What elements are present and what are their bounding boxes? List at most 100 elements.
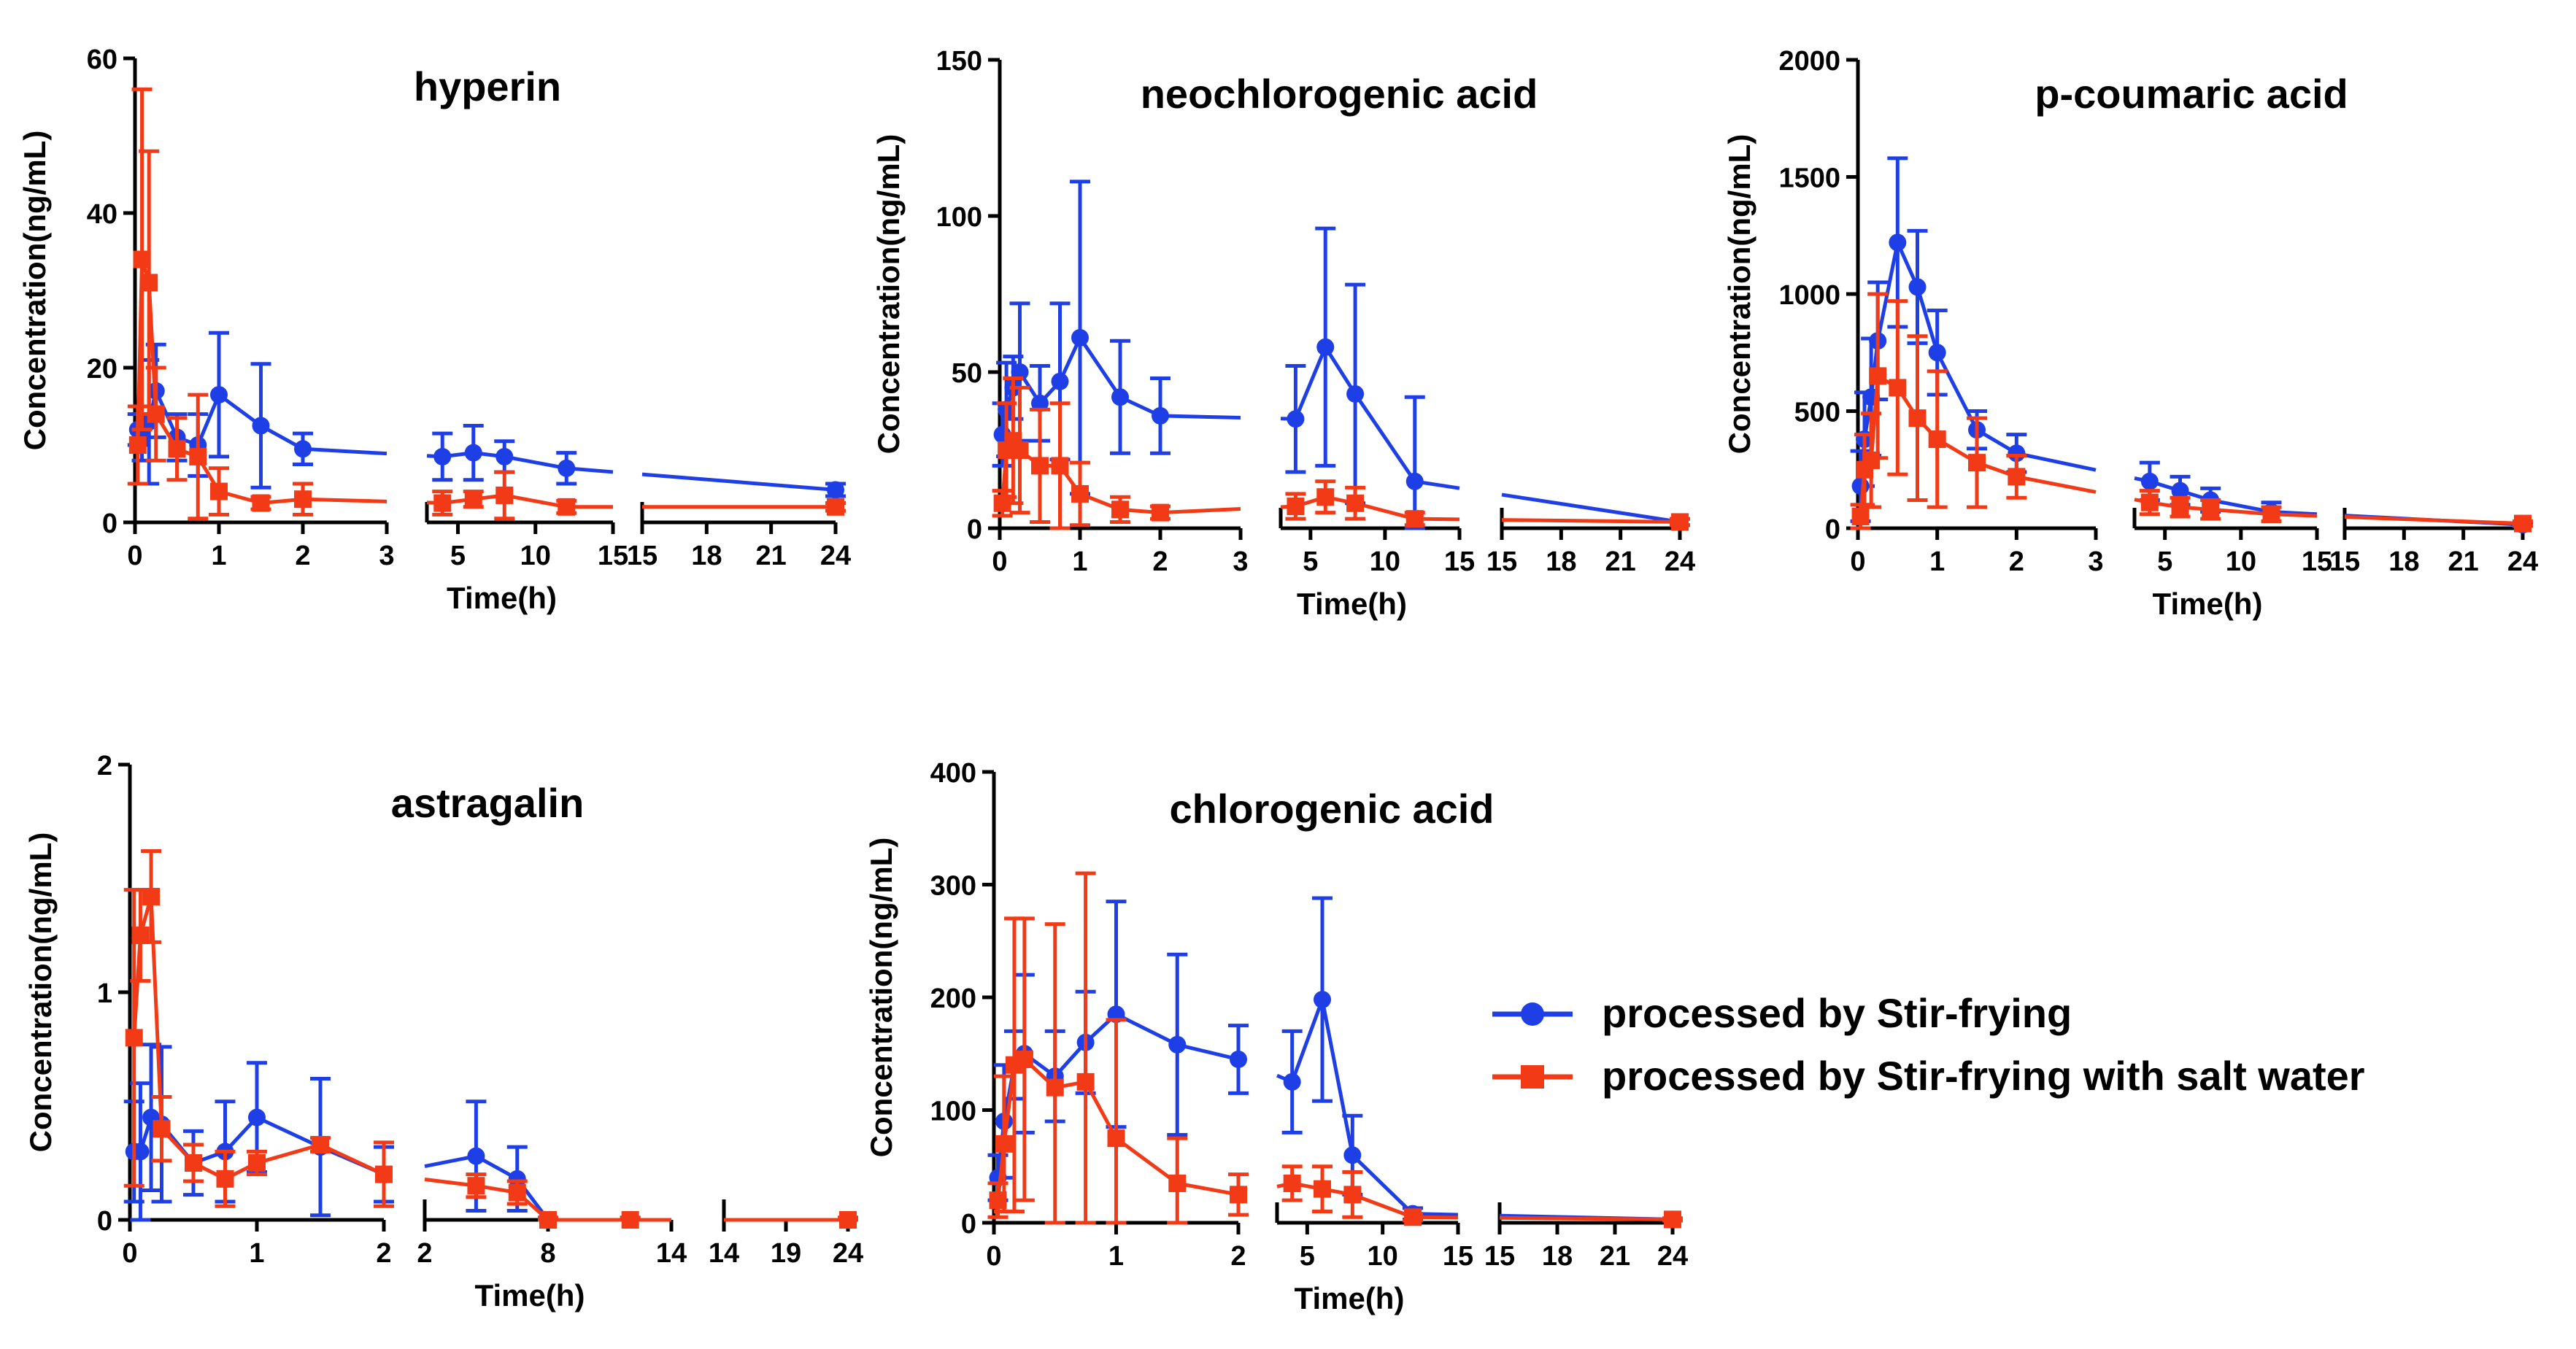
data-point xyxy=(1343,1186,1361,1203)
data-point xyxy=(558,460,575,477)
x-tick-label: 21 xyxy=(756,541,787,571)
data-point xyxy=(495,487,513,504)
series-line xyxy=(1322,1000,1352,1155)
data-point xyxy=(294,440,312,457)
x-tick-label: 10 xyxy=(1370,546,1400,577)
series-line xyxy=(642,474,836,490)
data-point xyxy=(1406,510,1424,527)
data-point xyxy=(465,444,482,462)
data-point xyxy=(248,1109,266,1126)
chart-title: chlorogenic acid xyxy=(1170,786,1495,832)
y-tick-label: 100 xyxy=(930,1097,976,1127)
data-point xyxy=(1287,410,1304,428)
series-line xyxy=(1502,495,1680,522)
chart-panel-2: p-coumaric acid0500100015002000Concentra… xyxy=(1722,46,2538,621)
chart-title: neochlorogenic acid xyxy=(1141,71,1538,117)
data-point xyxy=(465,490,482,508)
x-tick-label: 1 xyxy=(1072,546,1087,577)
series-line xyxy=(2345,517,2523,523)
data-point xyxy=(1346,495,1364,512)
data-point xyxy=(2263,506,2280,523)
x-tick-label: 0 xyxy=(122,1238,137,1269)
x-tick-label: 10 xyxy=(2226,546,2256,577)
data-point xyxy=(169,440,186,457)
data-point xyxy=(1111,388,1129,406)
x-tick-label: 15 xyxy=(627,541,658,571)
legend-marker-square xyxy=(1521,1065,1544,1089)
y-tick-label: 20 xyxy=(87,354,117,384)
y-axis-label: Concentration(ng/mL) xyxy=(18,131,52,451)
series-salt-water xyxy=(988,873,1683,1228)
data-point xyxy=(1869,367,1886,384)
x-tick-label: 24 xyxy=(820,541,851,571)
x-tick-label: 1 xyxy=(249,1238,264,1269)
legend-label-salt-water: processed by Stir-frying with salt water xyxy=(1602,1053,2365,1099)
data-point xyxy=(2514,515,2531,533)
data-point xyxy=(827,481,844,498)
x-tick-label: 8 xyxy=(540,1238,555,1269)
data-point xyxy=(126,1029,143,1046)
data-point xyxy=(995,1135,1013,1153)
y-tick-label: 40 xyxy=(87,199,117,230)
x-tick-label: 21 xyxy=(2448,546,2479,577)
series-line xyxy=(1502,520,1680,522)
y-tick-label: 1000 xyxy=(1778,280,1840,311)
y-tick-label: 0 xyxy=(102,509,117,539)
data-point xyxy=(1111,500,1129,518)
data-point xyxy=(1152,504,1169,522)
x-tick-label: 1 xyxy=(1929,546,1945,577)
data-point xyxy=(129,436,147,454)
data-point xyxy=(1031,457,1049,474)
data-point xyxy=(312,1136,329,1153)
x-axis-label: Time(h) xyxy=(1297,587,1407,621)
x-tick-label: 10 xyxy=(1368,1241,1398,1272)
series-line xyxy=(1177,1183,1238,1194)
x-tick-label: 2 xyxy=(1230,1241,1246,1272)
y-tick-label: 0 xyxy=(97,1206,112,1237)
chart-panel-4: chlorogenic acid0100200300400Concentrati… xyxy=(864,758,1688,1315)
x-axis-label: Time(h) xyxy=(2153,587,2263,621)
data-point xyxy=(1284,1175,1301,1192)
x-tick-label: 18 xyxy=(2388,546,2419,577)
series-line xyxy=(504,457,566,468)
data-point xyxy=(1108,1129,1125,1147)
data-point xyxy=(1052,373,1069,390)
data-point xyxy=(1016,1051,1033,1068)
x-tick-label: 2 xyxy=(1152,546,1168,577)
x-tick-label: 2 xyxy=(2009,546,2024,577)
legend-entry-stir-frying: processed by Stir-frying xyxy=(1492,990,2072,1036)
y-tick-label: 50 xyxy=(952,358,982,389)
data-point xyxy=(433,448,451,465)
data-point xyxy=(1406,473,1424,490)
data-point xyxy=(1929,430,1946,448)
x-tick-label: 21 xyxy=(1605,546,1636,577)
x-tick-label: 15 xyxy=(2302,546,2332,577)
y-axis-label: Concentration(ng/mL) xyxy=(864,838,898,1158)
x-tick-label: 5 xyxy=(1300,1241,1315,1272)
x-tick-label: 2 xyxy=(295,541,310,571)
data-point xyxy=(1909,409,1927,427)
data-point xyxy=(217,1170,234,1188)
x-tick-label: 15 xyxy=(1486,546,1517,577)
series-line xyxy=(1177,1045,1238,1059)
y-tick-label: 200 xyxy=(930,983,976,1014)
y-tick-label: 2 xyxy=(97,751,112,781)
x-tick-label: 10 xyxy=(520,541,551,571)
data-point xyxy=(153,1120,171,1137)
series-line xyxy=(320,1145,384,1175)
x-axis-label: Time(h) xyxy=(1295,1281,1405,1315)
x-tick-label: 24 xyxy=(2507,546,2538,577)
series-line xyxy=(257,1145,320,1163)
y-tick-label: 2000 xyxy=(1778,46,1840,77)
y-tick-label: 0 xyxy=(967,514,982,545)
data-point xyxy=(252,417,270,435)
data-point xyxy=(1346,385,1364,403)
data-point xyxy=(1077,1073,1095,1091)
series-line xyxy=(1500,1218,1673,1219)
legend-marker-circle xyxy=(1521,1002,1544,1026)
data-point xyxy=(1316,488,1334,506)
data-point xyxy=(210,386,228,403)
series-line xyxy=(303,449,387,453)
